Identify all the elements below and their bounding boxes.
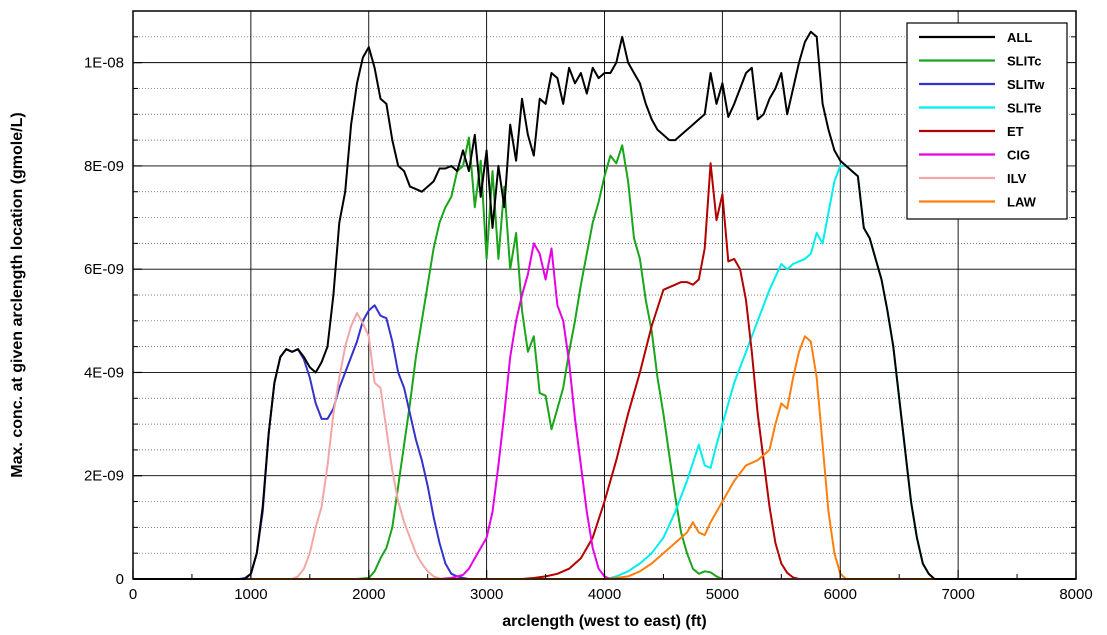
ticks-layer — [132, 10, 1077, 580]
x-tick-label: 0 — [129, 586, 137, 603]
y-tick-labels: 0 2E-09 4E-09 6E-09 8E-09 1E-08 — [84, 55, 124, 588]
legend-label-et: ET — [1007, 124, 1024, 139]
series-line-et — [133, 162, 1076, 580]
x-tick-labels: 0 1000 2000 3000 4000 5000 6000 7000 8000 — [129, 586, 1093, 603]
x-tick-label: 4000 — [588, 586, 621, 603]
x-tick-label: 1000 — [234, 586, 267, 603]
legend-label-law: LAW — [1007, 195, 1037, 210]
y-tick-label: 0 — [116, 571, 124, 588]
x-tick-label: 6000 — [824, 586, 857, 603]
x-tick-label: 8000 — [1059, 586, 1092, 603]
series-line-law — [133, 335, 1076, 580]
y-tick-label: 6E-09 — [84, 261, 124, 278]
x-tick-label: 3000 — [470, 586, 503, 603]
legend-label-slitw: SLITw — [1007, 77, 1045, 92]
legend: ALL SLITc SLITw SLITe ET CIG ILV LAW — [906, 22, 1068, 220]
legend-label-slite: SLITe — [1007, 101, 1041, 116]
y-tick-label: 8E-09 — [84, 158, 124, 175]
legend-label-all: ALL — [1007, 30, 1032, 45]
series-layer — [133, 30, 1076, 580]
x-tick-label: 2000 — [352, 586, 385, 603]
legend-label-slitc: SLITc — [1007, 54, 1041, 69]
x-axis-title: arclength (west to east) (ft) — [502, 613, 706, 630]
y-tick-label: 4E-09 — [84, 364, 124, 381]
y-tick-label: 1E-08 — [84, 55, 124, 72]
legend-label-ilv: ILV — [1007, 171, 1027, 186]
series-line-slitc — [133, 136, 1076, 580]
series-line-cig — [133, 242, 1076, 580]
series-line-all — [133, 30, 1076, 580]
y-axis-title: Max. conc. at given arclength location (… — [9, 112, 26, 477]
legend-label-cig: CIG — [1007, 148, 1030, 163]
x-tick-label: 7000 — [941, 586, 974, 603]
series-line-ilv — [133, 312, 1076, 580]
legend-box — [906, 22, 1068, 220]
x-tick-label: 5000 — [706, 586, 739, 603]
y-tick-label: 2E-09 — [84, 468, 124, 485]
